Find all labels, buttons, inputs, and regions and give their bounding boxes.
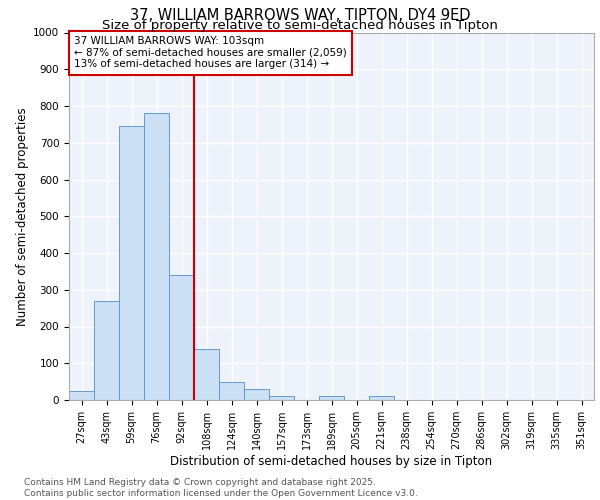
Bar	[169, 275, 194, 400]
Bar	[94, 301, 119, 400]
Y-axis label: Number of semi-detached properties: Number of semi-detached properties	[16, 107, 29, 326]
Bar	[144, 114, 169, 400]
Bar	[244, 389, 269, 400]
Text: Contains HM Land Registry data © Crown copyright and database right 2025.
Contai: Contains HM Land Registry data © Crown c…	[24, 478, 418, 498]
Bar	[319, 396, 344, 400]
Text: Size of property relative to semi-detached houses in Tipton: Size of property relative to semi-detach…	[102, 19, 498, 32]
Bar	[269, 396, 294, 400]
Bar	[219, 382, 244, 400]
Bar	[194, 348, 219, 400]
Bar	[369, 396, 394, 400]
Bar	[119, 126, 144, 400]
Text: 37 WILLIAM BARROWS WAY: 103sqm
← 87% of semi-detached houses are smaller (2,059): 37 WILLIAM BARROWS WAY: 103sqm ← 87% of …	[74, 36, 347, 70]
Text: 37, WILLIAM BARROWS WAY, TIPTON, DY4 9ED: 37, WILLIAM BARROWS WAY, TIPTON, DY4 9ED	[130, 8, 470, 22]
Bar	[69, 391, 94, 400]
X-axis label: Distribution of semi-detached houses by size in Tipton: Distribution of semi-detached houses by …	[170, 454, 493, 468]
